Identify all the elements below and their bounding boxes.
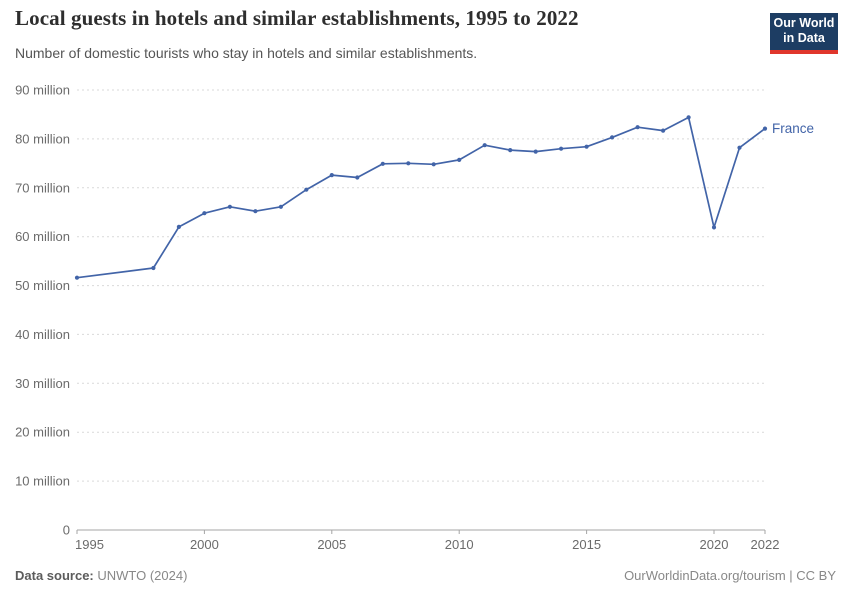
attribution-note: OurWorldinData.org/tourism | CC BY — [624, 568, 836, 583]
license-label: | CC BY — [785, 568, 836, 583]
owid-logo[interactable]: Our World in Data — [770, 13, 838, 54]
data-point[interactable] — [431, 162, 436, 167]
y-tick-label: 0 — [63, 523, 70, 538]
data-point[interactable] — [202, 211, 207, 216]
y-tick-label: 80 million — [15, 131, 70, 146]
data-source-value: UNWTO (2024) — [93, 568, 188, 583]
y-tick-label: 90 million — [15, 83, 70, 98]
data-point[interactable] — [355, 175, 360, 180]
page-title: Local guests in hotels and similar estab… — [15, 6, 579, 30]
data-point[interactable] — [711, 225, 717, 230]
data-point[interactable] — [227, 204, 232, 209]
y-tick-label: 50 million — [15, 278, 70, 293]
owid-logo-line1: Our World — [773, 16, 835, 30]
owid-logo-line2: in Data — [783, 31, 825, 45]
y-tick-label: 10 million — [15, 474, 70, 489]
data-point[interactable] — [482, 143, 487, 148]
x-tick-label: 2010 — [445, 537, 474, 552]
data-point[interactable] — [253, 209, 258, 214]
owid-url-link[interactable]: OurWorldinData.org/tourism — [624, 568, 786, 583]
x-tick-label: 2020 — [700, 537, 729, 552]
data-point[interactable] — [380, 161, 385, 166]
data-point[interactable] — [610, 135, 615, 140]
data-point[interactable] — [278, 204, 283, 209]
chart-subtitle: Number of domestic tourists who stay in … — [15, 45, 478, 61]
data-point[interactable] — [457, 157, 462, 162]
data-point[interactable] — [533, 149, 538, 154]
series-line[interactable] — [76, 116, 766, 279]
x-tick-label: 2015 — [572, 537, 601, 552]
data-point[interactable] — [74, 275, 80, 280]
y-tick-label: 40 million — [15, 327, 70, 342]
data-point[interactable] — [151, 265, 156, 271]
data-point[interactable] — [661, 128, 666, 133]
x-tick-label: 2000 — [190, 537, 219, 552]
y-tick-label: 60 million — [15, 229, 70, 244]
data-point[interactable] — [406, 161, 411, 166]
y-tick-label: 70 million — [15, 180, 70, 195]
data-point[interactable] — [635, 125, 640, 130]
data-point[interactable] — [686, 115, 691, 120]
data-source-note: Data source: UNWTO (2024) — [15, 568, 187, 583]
data-point[interactable] — [762, 126, 768, 131]
data-point[interactable] — [737, 145, 742, 150]
x-tick-label: 2005 — [317, 537, 346, 552]
x-tick-label: 2022 — [751, 537, 780, 552]
data-point[interactable] — [584, 144, 589, 149]
y-tick-label: 20 million — [15, 425, 70, 440]
data-source-label: Data source: — [15, 568, 94, 583]
data-point[interactable] — [508, 148, 513, 153]
data-point[interactable] — [559, 146, 564, 151]
x-tick-label: 1995 — [75, 537, 104, 552]
series-label: France — [772, 121, 814, 136]
data-point[interactable] — [176, 224, 181, 229]
data-point[interactable] — [329, 173, 334, 178]
data-point[interactable] — [304, 187, 309, 192]
y-tick-label: 30 million — [15, 376, 70, 391]
